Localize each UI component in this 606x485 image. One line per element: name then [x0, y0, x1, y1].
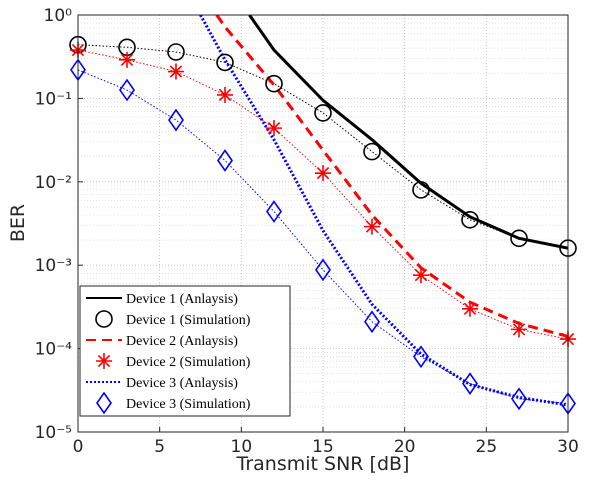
x-tick-label: 5: [154, 437, 165, 457]
data-point: [96, 353, 112, 369]
data-point: [461, 211, 479, 229]
data-point: [168, 108, 184, 132]
legend-label: Device 1 (Anlaysis): [126, 292, 238, 307]
legend: Device 1 (Anlaysis) Device 1 (Simulation)…: [79, 285, 291, 417]
legend-label: Device 3 (Anlaysis): [126, 376, 238, 391]
legend-marker: [95, 310, 113, 328]
series-line: [199, 15, 568, 407]
data-point: [462, 372, 478, 396]
legend-label: Device 3 (Simulation): [126, 397, 251, 412]
data-point: [266, 120, 282, 137]
data-point: [511, 387, 527, 411]
axes-box: [77, 14, 569, 433]
data-point: [315, 258, 331, 282]
data-point: [95, 310, 113, 328]
x-tick-label: 30: [557, 437, 579, 457]
x-tick-label: 0: [73, 437, 84, 457]
legend-marker: [96, 353, 112, 369]
data-point: [315, 165, 331, 182]
y-tick-label: 10⁰: [44, 6, 73, 26]
data-point: [510, 229, 528, 248]
data-point: [96, 391, 112, 415]
data-point: [265, 74, 283, 93]
x-tick-label: 25: [476, 437, 498, 457]
legend-label: Device 2 (Anlaysis): [126, 334, 238, 349]
data-point: [217, 149, 233, 172]
legend-box: [79, 285, 291, 417]
series-line: [78, 44, 568, 249]
data-point: [119, 51, 135, 68]
x-tick-label: 10: [231, 437, 253, 457]
data-point: [364, 310, 380, 334]
y-tick-label: 10⁻¹: [35, 89, 72, 109]
x-tick-label: 20: [394, 437, 416, 457]
data-point: [363, 142, 381, 161]
series-line: [78, 69, 568, 404]
x-axis-label: Transmit SNR [dB]: [236, 453, 410, 475]
legend-label: Device 1 (Simulation): [126, 313, 251, 328]
x-tick-label: 15: [312, 437, 334, 457]
data-point: [266, 200, 282, 223]
y-tick-label: 10⁻⁴: [35, 340, 73, 360]
data-point: [314, 104, 332, 122]
data-point: [216, 53, 234, 72]
data-point: [364, 218, 380, 235]
y-tick-label: 10⁻³: [35, 256, 72, 276]
data-point: [168, 63, 184, 80]
data-point: [217, 86, 233, 103]
legend-marker: [96, 391, 112, 415]
data-point: [167, 43, 185, 61]
y-axis-label: BER: [7, 204, 29, 242]
data-point: [413, 267, 429, 284]
y-tick-label: 10⁻²: [35, 173, 72, 193]
data-point: [119, 78, 135, 102]
data-point: [413, 345, 429, 369]
data-point: [462, 300, 478, 317]
y-tick-label: 10⁻⁵: [35, 423, 72, 443]
data-point: [511, 321, 527, 338]
data-point: [412, 181, 430, 199]
series-line: [215, 15, 568, 338]
legend-label: Device 2 (Simulation): [126, 355, 251, 370]
